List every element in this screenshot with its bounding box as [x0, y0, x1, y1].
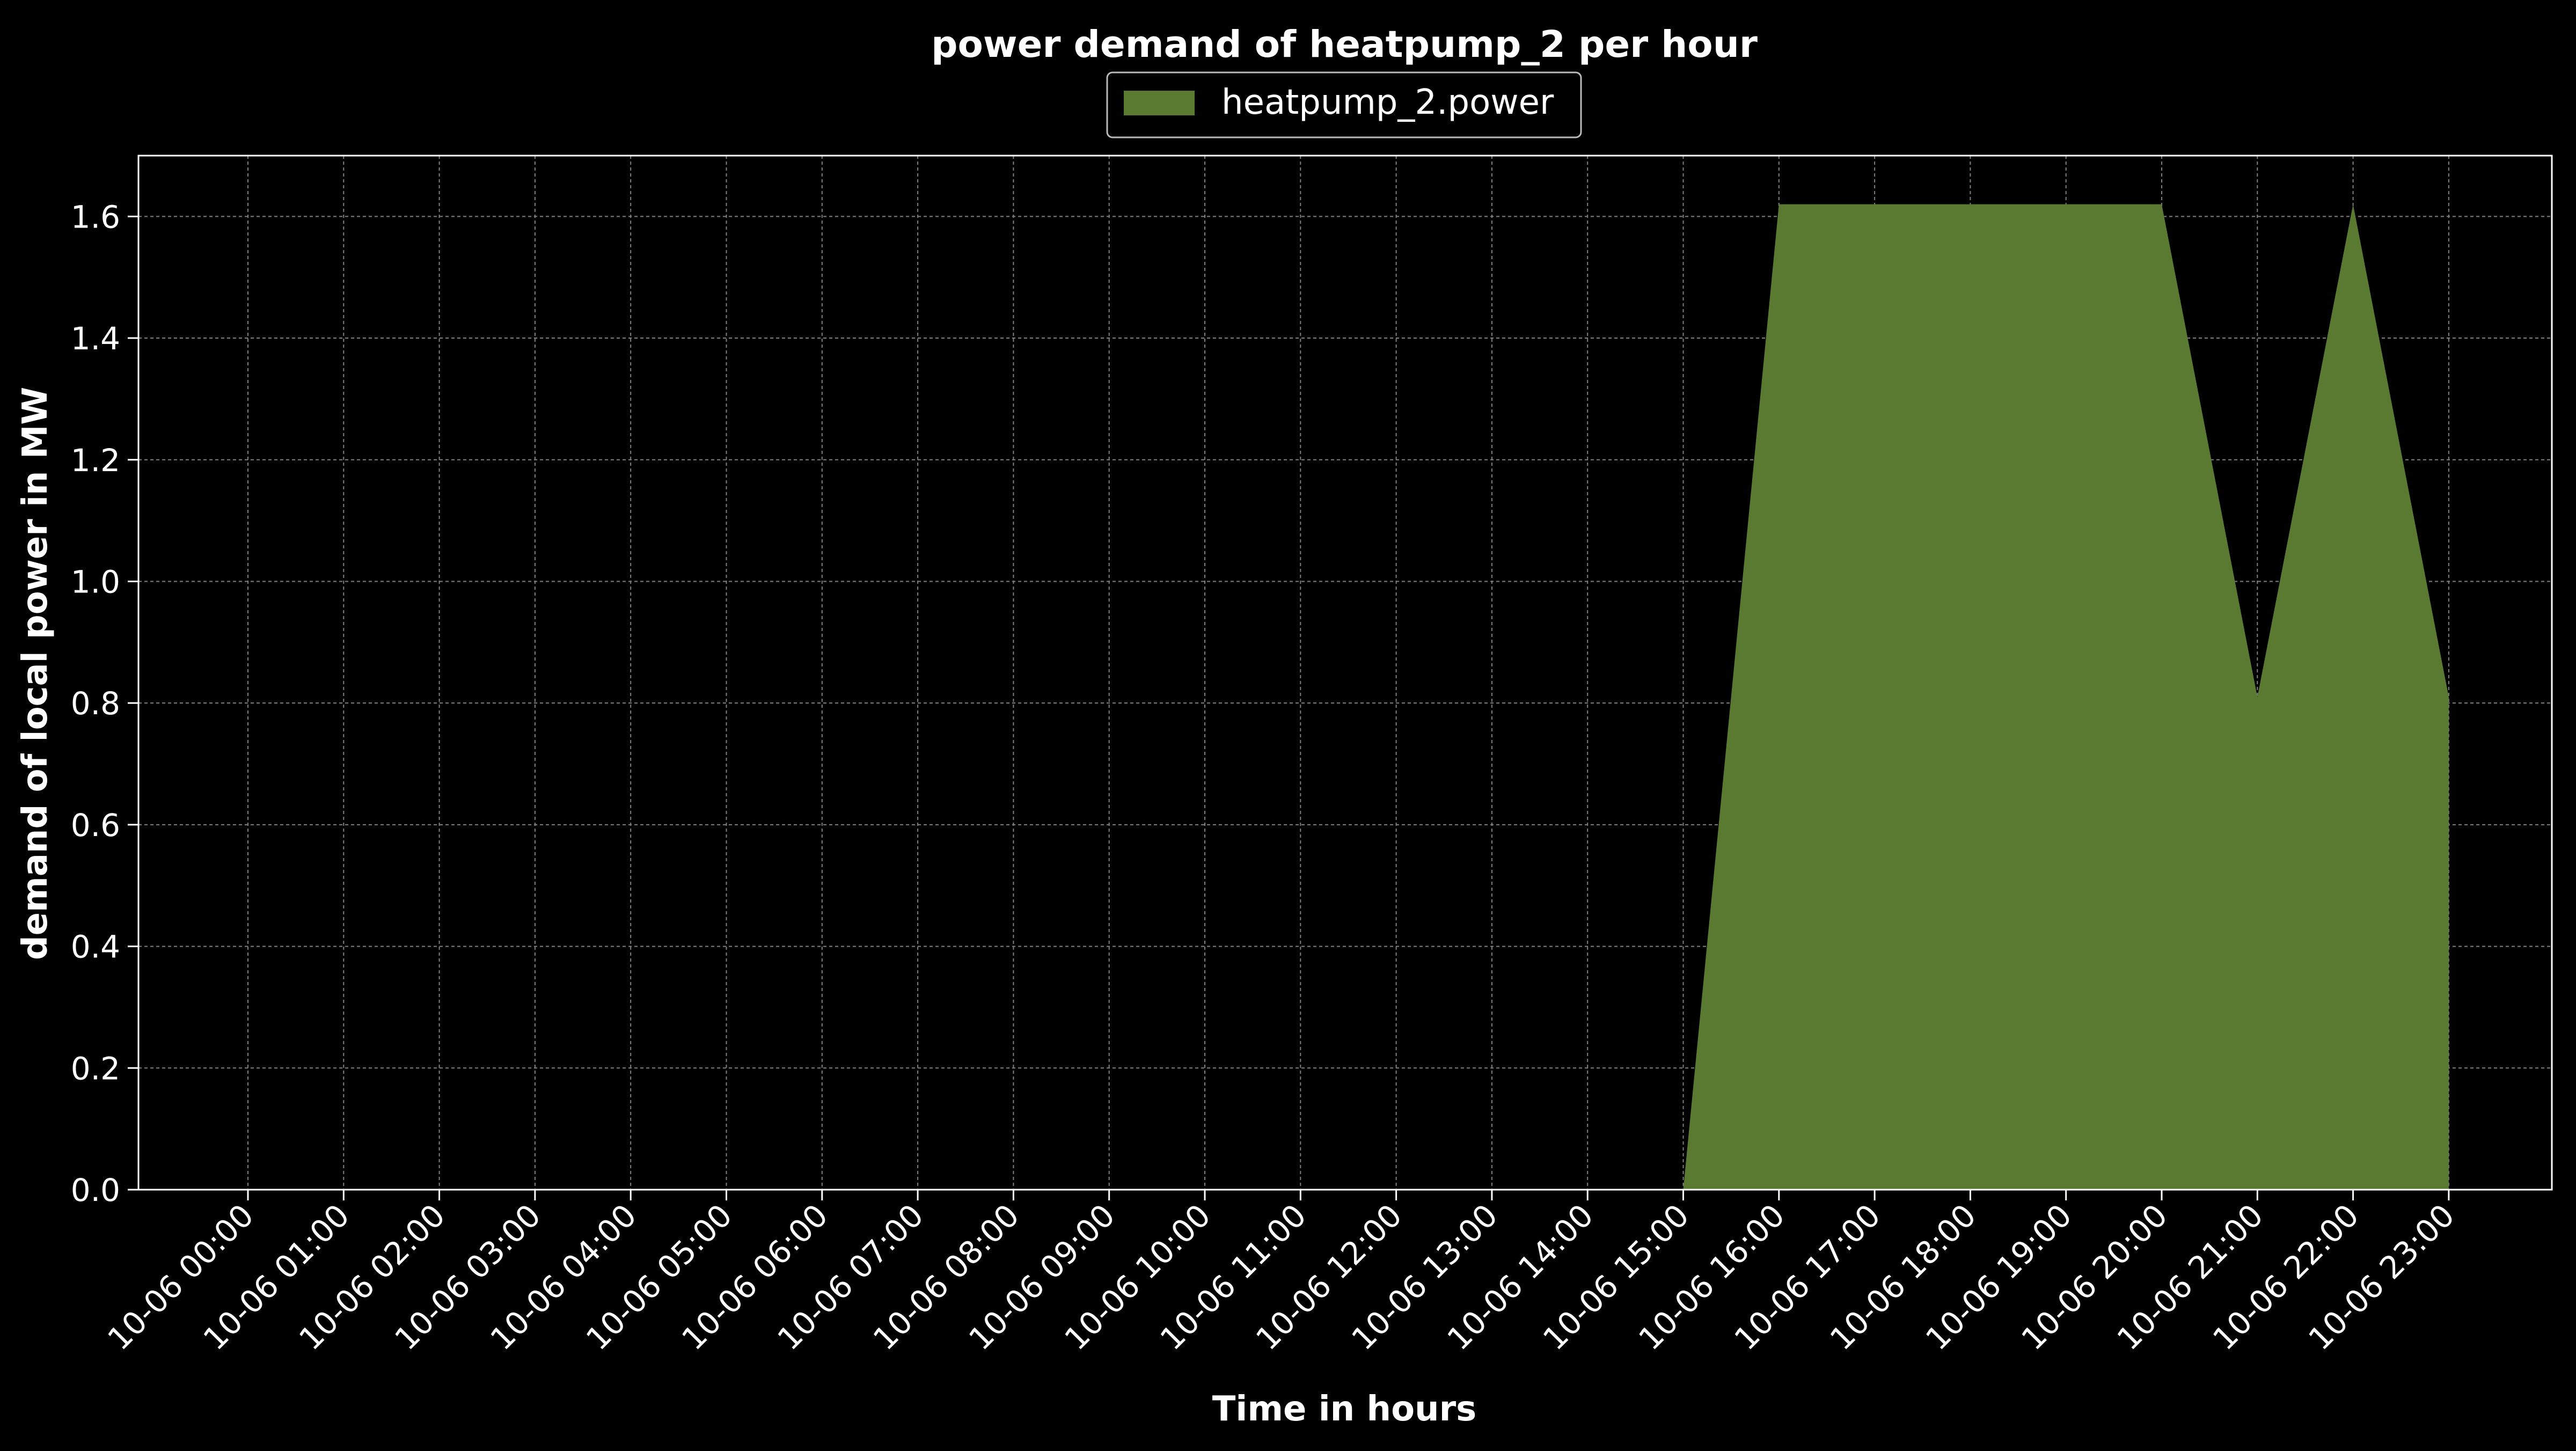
- y-tick-label: 1.4: [71, 320, 120, 357]
- legend-label: heatpump_2.power: [1221, 83, 1554, 122]
- y-tick-label: 0.2: [71, 1050, 120, 1087]
- y-tick-label: 1.6: [71, 199, 120, 235]
- legend-swatch: [1124, 91, 1195, 115]
- y-tick-label: 0.0: [71, 1172, 120, 1208]
- legend-box: [1106, 71, 1582, 138]
- plot-frame: [137, 155, 2553, 1191]
- y-tick-label: 0.6: [71, 807, 120, 844]
- y-axis-label: demand of local power in MW: [16, 387, 55, 960]
- y-tick-label: 1.2: [71, 442, 120, 479]
- y-tick-label: 1.0: [71, 563, 120, 600]
- area-series: [248, 204, 2449, 1190]
- area-layer: [248, 204, 2449, 1190]
- x-axis-label: Time in hours: [1212, 1389, 1477, 1429]
- y-tick-label: 0.4: [71, 929, 120, 965]
- y-tick-label: 0.8: [71, 685, 120, 722]
- legend: heatpump_2.power: [1106, 71, 1582, 138]
- chart-title: power demand of heatpump_2 per hour: [931, 23, 1758, 66]
